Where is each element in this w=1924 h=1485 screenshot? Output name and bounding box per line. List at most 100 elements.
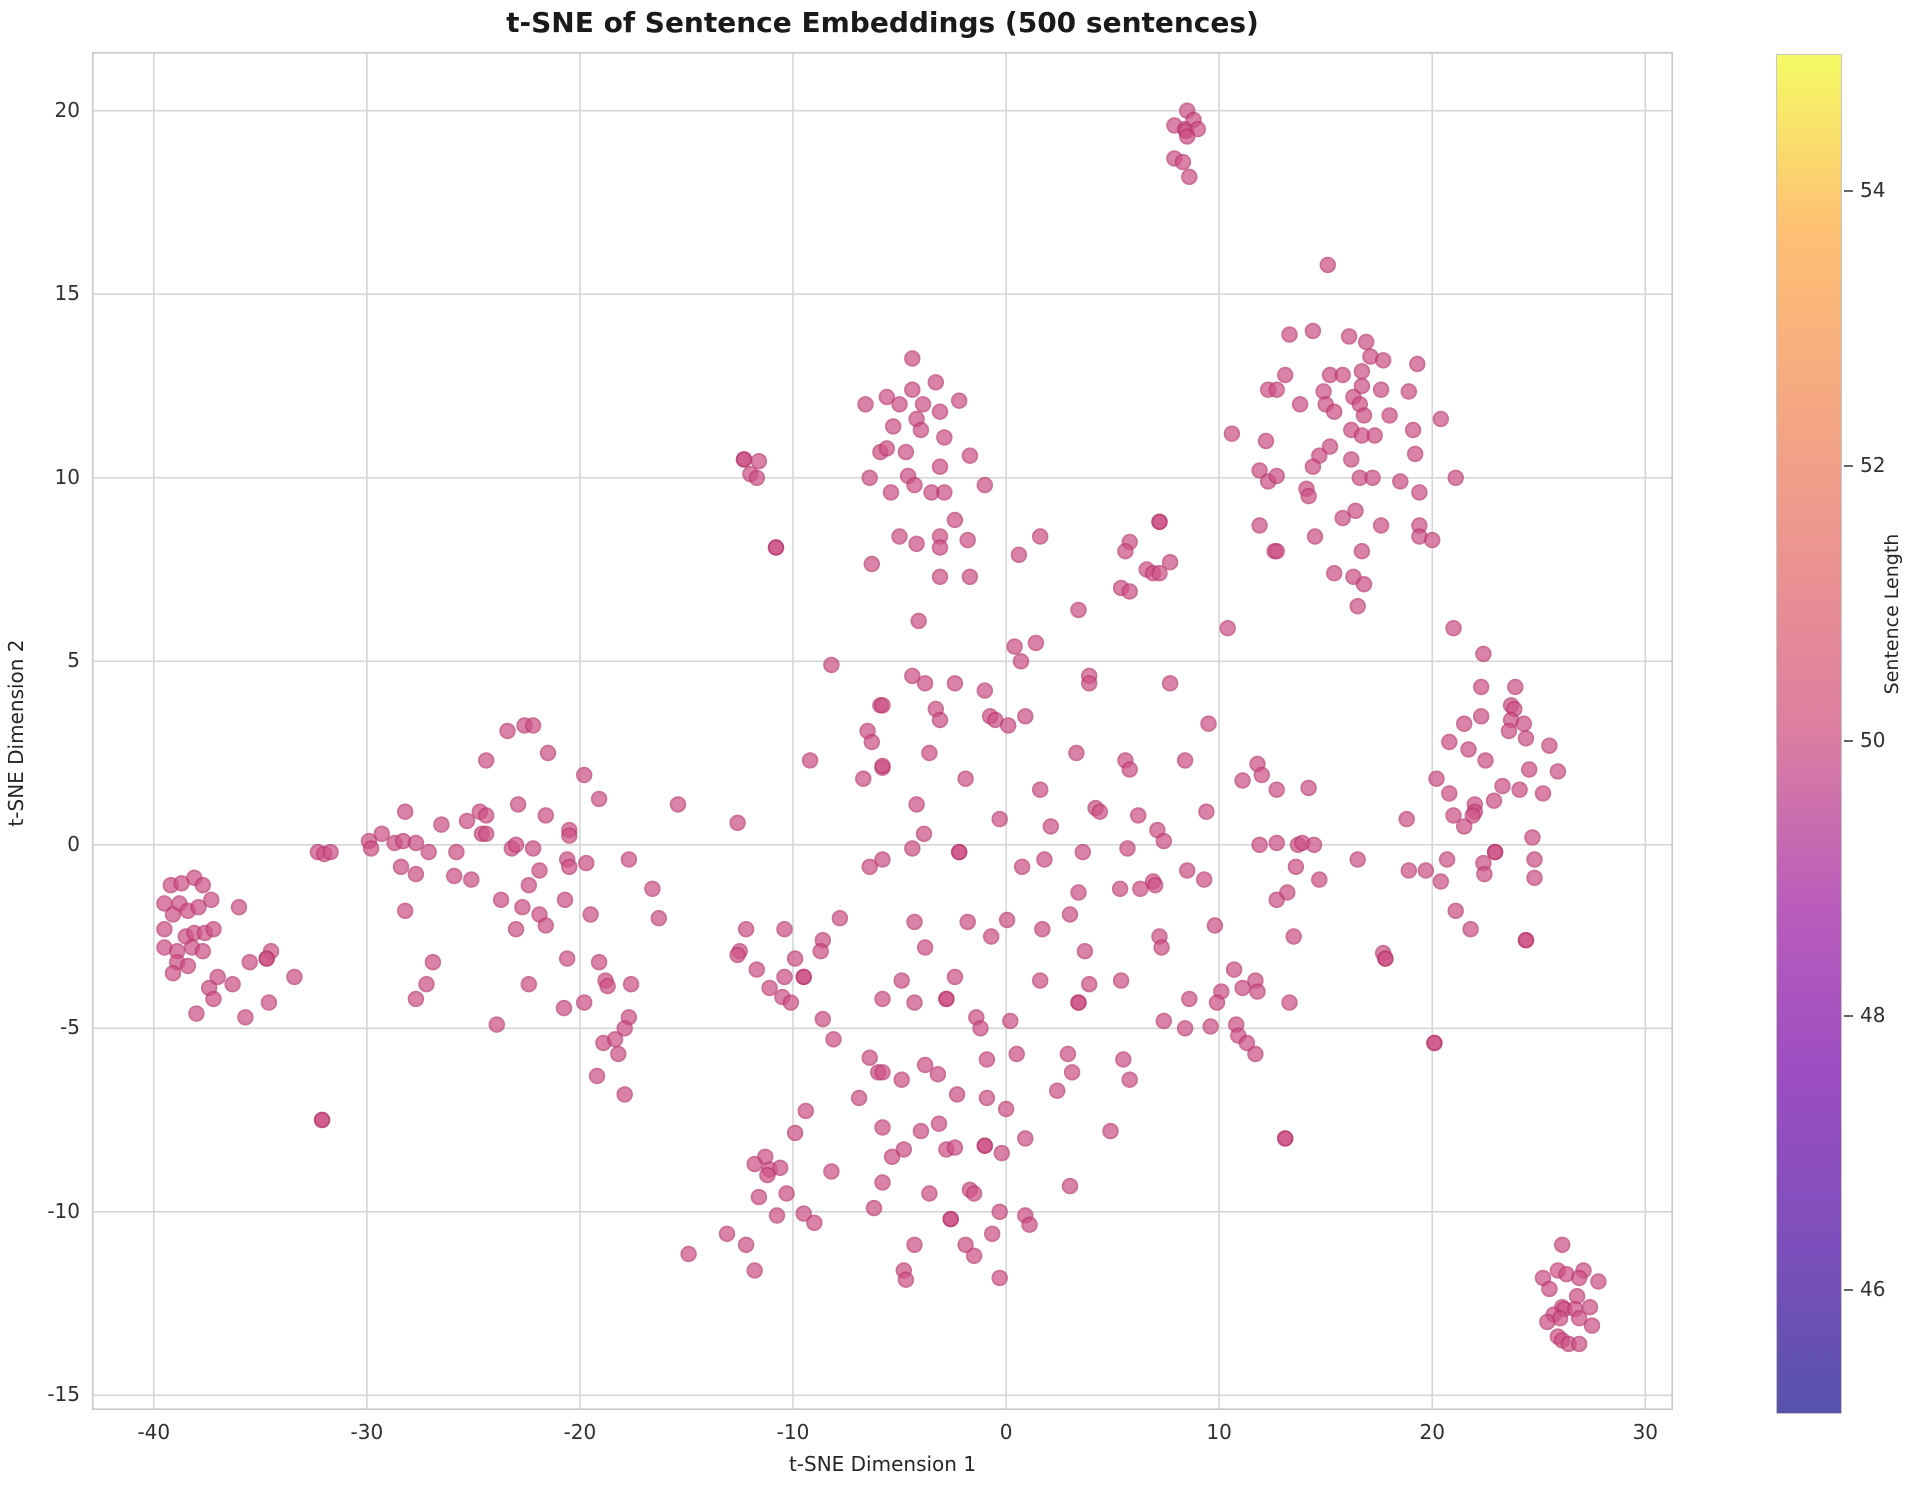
scatter-point <box>1326 403 1343 420</box>
scatter-point <box>260 994 278 1011</box>
y-tick-label: -5 <box>60 1015 80 1040</box>
scatter-point <box>622 976 640 993</box>
x-tick-label: -40 <box>137 1420 171 1444</box>
scatter-point <box>1511 781 1528 798</box>
scatter-point <box>1076 943 1094 960</box>
scatter-point <box>1049 1082 1066 1099</box>
scatter-point <box>1000 717 1017 734</box>
scatter-point <box>492 891 510 908</box>
scatter-point <box>205 921 222 938</box>
scatter-point <box>1349 598 1366 615</box>
scatter-point <box>861 858 878 875</box>
scatter-point <box>1456 715 1473 732</box>
scatter-point <box>1583 1317 1601 1334</box>
scatter-point <box>786 950 804 967</box>
scatter-point <box>797 1102 814 1120</box>
scatter-point <box>1249 983 1266 1000</box>
scatter-point <box>957 770 974 787</box>
scatter-point <box>961 568 979 585</box>
scatter-point <box>194 943 212 960</box>
scatter-point <box>1321 438 1339 455</box>
scatter-point <box>1010 546 1028 563</box>
scatter-point <box>878 440 895 457</box>
scatter-point <box>1447 469 1464 486</box>
scatter-point <box>782 994 800 1011</box>
scatter-point <box>537 807 554 824</box>
scatter-point <box>942 1210 959 1228</box>
colorbar-tick-label: 48 <box>1860 1002 1886 1027</box>
scatter-point <box>1438 851 1456 868</box>
scatter-point <box>1287 858 1305 875</box>
scatter-point <box>718 1225 736 1243</box>
scatter-point <box>983 928 1000 945</box>
scatter-point <box>895 1141 912 1158</box>
scatter-point <box>478 825 495 842</box>
scatter-point <box>759 1166 776 1184</box>
scatter-point <box>874 851 891 868</box>
scatter-point <box>1198 803 1215 820</box>
scatter-point <box>397 803 414 820</box>
scatter-point <box>1507 678 1524 696</box>
scatter-point <box>978 1051 996 1068</box>
colorbar-tick-label: 46 <box>1860 1277 1886 1302</box>
scatter-point <box>1070 601 1087 619</box>
scatter-point <box>1319 256 1337 274</box>
scatter-point <box>906 994 923 1011</box>
x-tick-label: -10 <box>776 1420 810 1444</box>
scatter-point <box>156 921 173 938</box>
scatter-point <box>931 711 949 729</box>
scatter-point <box>1549 763 1567 780</box>
scatter-point <box>801 752 819 769</box>
scatter-point <box>1340 328 1358 345</box>
scatter-point <box>748 961 765 978</box>
scatter-point <box>1121 761 1138 778</box>
scatter-point <box>610 1045 627 1063</box>
colorbar-tick-mark <box>1844 465 1853 468</box>
scatter-point <box>823 1163 840 1180</box>
scatter-point <box>1234 772 1251 789</box>
scatter-point <box>825 1031 842 1048</box>
scatter-point <box>1247 1045 1264 1063</box>
scatter-point <box>750 1188 768 1206</box>
scatter-point <box>1268 381 1285 398</box>
scatter-point <box>976 1137 993 1154</box>
scatter-point <box>948 1086 966 1103</box>
scatter-point <box>1500 722 1518 740</box>
scatter-point <box>874 1064 891 1081</box>
scatter-point <box>1036 851 1053 868</box>
scatter-point <box>1304 458 1322 475</box>
scatter-point <box>1475 645 1492 663</box>
scatter-point <box>737 1236 755 1254</box>
scatter-point <box>1404 421 1422 439</box>
scatter-point <box>1200 715 1217 732</box>
scatter-point <box>556 891 574 908</box>
scatter-point <box>1251 836 1268 853</box>
scatter-point <box>1441 733 1458 751</box>
scatter-point <box>961 447 979 464</box>
scatter-point <box>1032 528 1049 545</box>
scatter-point <box>1202 1018 1219 1035</box>
scatter-point <box>1268 543 1285 560</box>
scatter-point <box>1277 1130 1294 1147</box>
scatter-point <box>599 977 616 995</box>
scatter-point <box>241 954 258 971</box>
colorbar-tick-label: 54 <box>1860 178 1886 203</box>
scatter-point <box>972 1020 989 1037</box>
scatter-point <box>1111 880 1129 897</box>
scatter-point <box>921 1185 938 1202</box>
scatter-point <box>446 867 463 885</box>
scatter-point <box>1426 1034 1443 1052</box>
scatter-point <box>737 921 755 938</box>
scatter-point <box>1447 902 1464 919</box>
scatter-point <box>1353 377 1371 395</box>
scatter-point <box>1409 355 1426 373</box>
scatter-point <box>861 1049 878 1066</box>
scatter-point <box>424 954 442 971</box>
scatter-point <box>1473 708 1490 725</box>
scatter-point <box>1476 865 1493 883</box>
scatter-point <box>1091 803 1108 820</box>
scatter-point <box>680 1245 697 1263</box>
scatter-point <box>1042 818 1059 835</box>
scatter-point <box>1473 678 1490 696</box>
